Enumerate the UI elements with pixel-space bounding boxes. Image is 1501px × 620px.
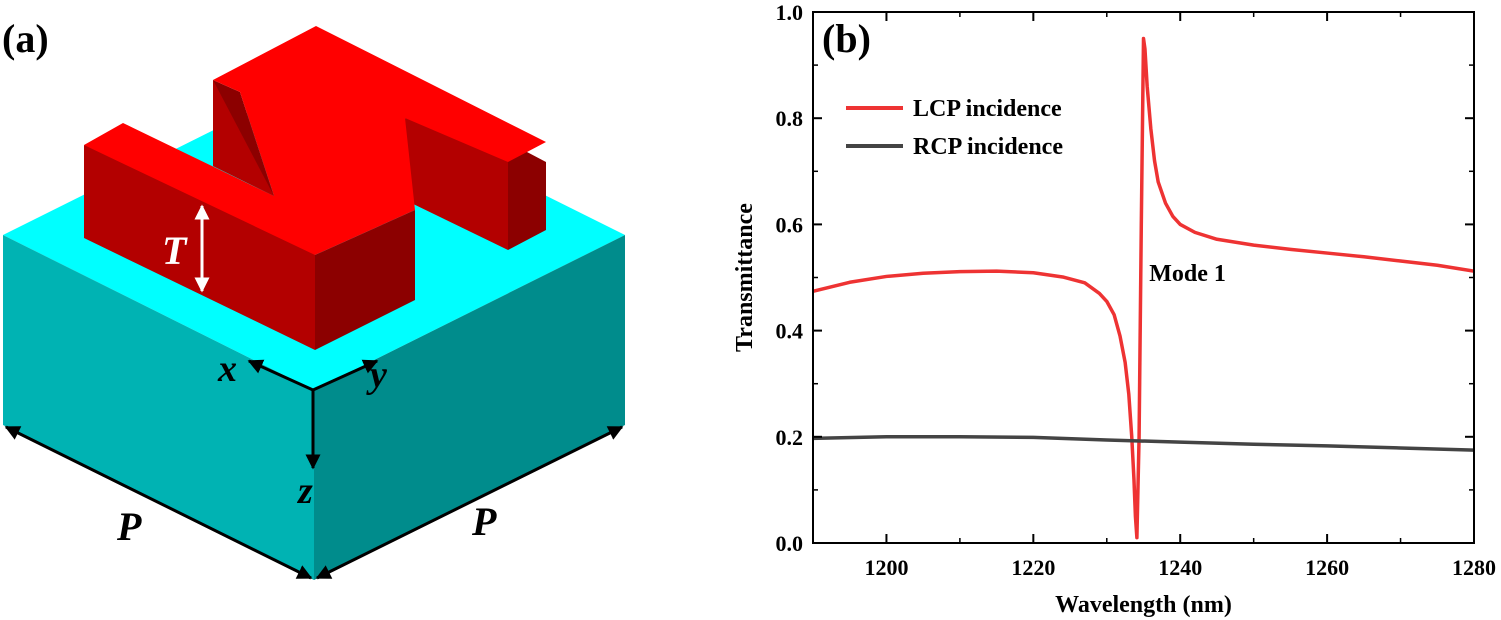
x-tick-label: 1280 xyxy=(1452,555,1496,580)
x-tick-label: 1220 xyxy=(1011,555,1055,580)
panel-a-label: (a) xyxy=(2,16,49,61)
thickness-label: T xyxy=(162,228,188,273)
series-layer xyxy=(813,36,1474,540)
legend: LCP incidence RCP incidence xyxy=(846,96,1063,160)
structure-top-face xyxy=(84,26,546,255)
series-line-rcp xyxy=(813,435,1474,452)
y-axis-arrow xyxy=(312,359,379,392)
z-axis-label: z xyxy=(296,470,313,512)
y-tick-label: 0.4 xyxy=(776,319,804,344)
x-tick-label: 1240 xyxy=(1158,555,1202,580)
period-right-label: P xyxy=(471,499,497,544)
y-tick-label: 0.8 xyxy=(776,106,804,131)
legend-label-lcp: LCP incidence xyxy=(913,96,1062,122)
x-axis-title: Wavelength (nm) xyxy=(1055,592,1232,618)
y-tick-label: 0.6 xyxy=(776,212,804,237)
period-left-dimension-arrow xyxy=(4,425,313,580)
y-axis-label: y xyxy=(366,354,387,396)
axis-layer: 1200 1220 1240 1260 1280 0.0 0.2 0.4 0.6 0.8 1.0 xyxy=(776,0,1497,580)
y-tick-label: 0.0 xyxy=(776,531,804,556)
structure-right-arm-side xyxy=(508,142,546,250)
series-line-lcp xyxy=(813,36,1474,540)
x-axis-label: x xyxy=(217,348,237,390)
structure-center-front xyxy=(213,80,274,196)
legend-label-rcp: RCP incidence xyxy=(913,134,1063,160)
mode-annotation: Mode 1 xyxy=(1149,261,1226,287)
period-left-label: P xyxy=(116,504,142,549)
x-tick-label: 1200 xyxy=(864,555,908,580)
structure-center-side xyxy=(315,210,415,350)
panel-b-label: (b) xyxy=(822,16,871,61)
y-tick-label: 1.0 xyxy=(776,0,804,25)
z-structure xyxy=(84,26,546,350)
x-axis-arrow xyxy=(247,359,314,392)
panel-a-schematic: (a) T x y z xyxy=(2,16,625,580)
period-right-dimension-arrow xyxy=(315,425,624,580)
y-axis-title: Transmittance xyxy=(732,203,758,352)
panel-b-chart: (b) 1200 1220 1240 1260 12800.00.20.40.60.81… xyxy=(732,0,1496,618)
y-tick-label: 0.2 xyxy=(776,425,804,450)
x-tick-label: 1260 xyxy=(1305,555,1349,580)
